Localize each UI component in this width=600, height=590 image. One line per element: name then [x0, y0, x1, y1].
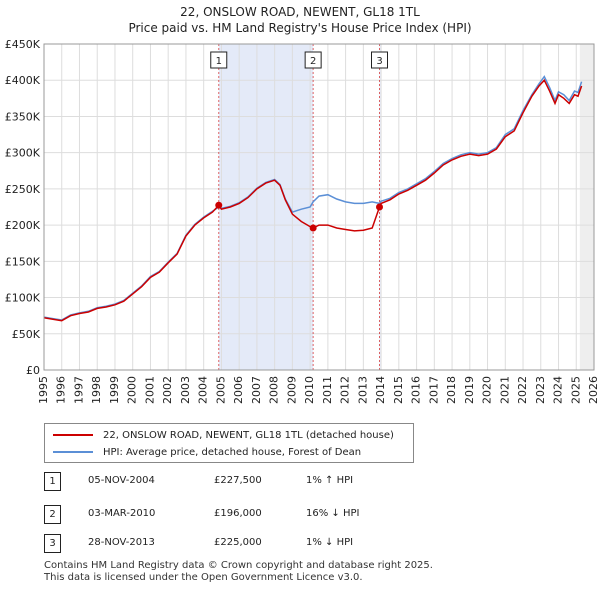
sale-hpi-diff: 16% ↓ HPI	[306, 508, 360, 519]
sale-number-label: 1	[216, 56, 222, 67]
x-tick-label: 1997	[72, 376, 85, 404]
x-tick-label: 2008	[268, 376, 281, 404]
legend-swatch-hpi	[53, 451, 93, 453]
series-line	[43, 78, 583, 322]
sale-period-shade	[218, 44, 314, 370]
sale-date: 05-NOV-2004	[88, 475, 155, 486]
sale-point	[309, 224, 317, 232]
plot-frame	[43, 43, 595, 371]
legend-swatch-property	[53, 434, 93, 436]
x-tick-label: 2004	[197, 376, 210, 404]
sale-row: 2 03-MAR-2010 £196,000 16% ↓ HPI	[44, 505, 464, 527]
x-tick-label: 1996	[55, 376, 68, 404]
plot-background	[44, 44, 594, 370]
sale-number-box	[371, 51, 388, 69]
sale-price: £227,500	[214, 475, 262, 486]
x-tick-label: 2012	[339, 376, 352, 404]
chart-title: 22, ONSLOW ROAD, NEWENT, GL18 1TL	[180, 5, 420, 19]
chart-subtitle: Price paid vs. HM Land Registry's House …	[128, 21, 471, 35]
sale-number-box	[210, 51, 228, 69]
sale-hpi-diff: 1% ↑ HPI	[306, 475, 354, 486]
x-tick-label: 1999	[108, 376, 121, 404]
x-tick-label: 1998	[90, 376, 103, 404]
y-tick-label: £300K	[5, 147, 41, 160]
y-tick-label: £200K	[5, 219, 41, 232]
x-tick-label: 2014	[374, 376, 387, 404]
sale-number-badge: 2	[44, 505, 61, 524]
sale-number-box	[304, 51, 322, 69]
x-tick-label: 2026	[587, 376, 600, 404]
x-tick-label: 2016	[410, 376, 423, 404]
x-tick-label: 2024	[552, 376, 565, 404]
y-tick-label: £150K	[5, 255, 41, 268]
x-tick-label: 2003	[179, 376, 192, 404]
legend-item-hpi: HPI: Average price, detached house, Fore…	[53, 443, 361, 461]
x-tick-label: 2020	[481, 376, 494, 404]
x-tick-label: 2011	[321, 376, 334, 404]
x-tick-label: 2007	[250, 376, 263, 404]
y-tick-label: £450K	[5, 38, 41, 51]
sale-date: 28-NOV-2013	[88, 537, 155, 548]
sale-point	[376, 203, 383, 211]
x-tick-label: 2006	[232, 376, 245, 404]
x-tick-label: 2010	[303, 376, 316, 404]
sale-date: 03-MAR-2010	[88, 508, 156, 519]
x-tick-label: 1995	[37, 376, 50, 404]
y-tick-label: £100K	[5, 292, 41, 305]
x-tick-label: 2017	[427, 376, 440, 404]
x-tick-label: 2001	[143, 376, 156, 404]
x-tick-label: 2005	[214, 376, 227, 404]
sale-point	[215, 201, 223, 209]
legend-label-property: 22, ONSLOW ROAD, NEWENT, GL18 1TL (detac…	[103, 429, 394, 441]
x-tick-label: 2023	[534, 376, 547, 404]
sale-price: £225,000	[214, 537, 262, 548]
y-tick-label: £50K	[12, 328, 41, 341]
sale-row: 1 05-NOV-2004 £227,500 1% ↑ HPI	[44, 472, 464, 494]
sale-number-label: 2	[310, 56, 316, 67]
footer-line-licence: This data is licensed under the Open Gov…	[44, 572, 363, 583]
x-tick-label: 2000	[126, 376, 139, 404]
x-tick-label: 2015	[392, 376, 405, 404]
y-tick-label: £0	[26, 364, 40, 377]
price-chart: 22, ONSLOW ROAD, NEWENT, GL18 1TL Price …	[5, 5, 600, 404]
sale-row: 3 28-NOV-2013 £225,000 1% ↓ HPI	[44, 534, 464, 556]
x-tick-label: 2009	[285, 376, 298, 404]
x-tick-label: 2025	[569, 376, 582, 404]
chart-legend: 22, ONSLOW ROAD, NEWENT, GL18 1TL (detac…	[44, 423, 414, 463]
legend-item-property: 22, ONSLOW ROAD, NEWENT, GL18 1TL (detac…	[53, 426, 394, 444]
x-tick-label: 2018	[445, 376, 458, 404]
x-tick-label: 2022	[516, 376, 529, 404]
x-tick-label: 2013	[356, 376, 369, 404]
footer-line-copyright: Contains HM Land Registry data © Crown c…	[44, 560, 433, 571]
x-tick-label: 2019	[463, 376, 476, 404]
footer-attribution: Contains HM Land Registry data © Crown c…	[44, 560, 433, 584]
sale-number-badge: 1	[44, 472, 61, 491]
sale-number-label: 3	[376, 56, 382, 67]
forecast-region	[579, 44, 594, 370]
sale-hpi-diff: 1% ↓ HPI	[306, 537, 354, 548]
y-tick-label: £250K	[5, 183, 41, 196]
y-tick-label: £400K	[5, 74, 41, 87]
legend-label-hpi: HPI: Average price, detached house, Fore…	[103, 446, 362, 458]
sale-price: £196,000	[214, 508, 262, 519]
x-tick-label: 2021	[498, 376, 511, 404]
x-tick-label: 2002	[161, 376, 174, 404]
y-tick-label: £350K	[5, 110, 41, 123]
sale-number-badge: 3	[44, 534, 61, 553]
